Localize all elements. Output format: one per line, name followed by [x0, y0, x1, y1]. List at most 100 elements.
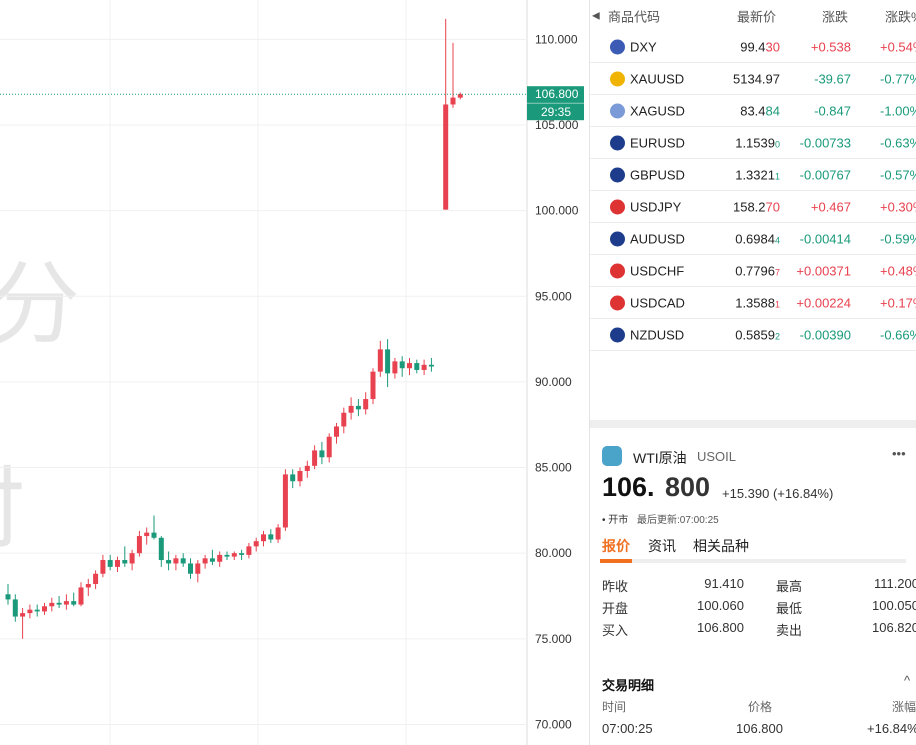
y-tick-label: 90.000 [535, 375, 572, 389]
candle-body [319, 450, 325, 458]
candle-body [71, 601, 77, 605]
price-main: 99.4 [740, 39, 766, 54]
change: +0.00224 [796, 295, 851, 310]
name: WTI原油 [633, 450, 687, 466]
detail: WTI原油 USOIL ••• 106. 800 +15.390 (+16.84… [590, 428, 916, 745]
pct: -0.59% [880, 231, 916, 246]
price: 1.35881 [735, 295, 780, 310]
watchlist-row[interactable]: XAUUSD 5134.97 -39.67 -0.77% [590, 63, 916, 95]
candle-body [348, 405, 354, 413]
header: 商品代码 [608, 9, 661, 24]
candle-body [231, 553, 237, 557]
candle-body [173, 558, 179, 564]
price: 158.270 [733, 199, 780, 214]
more[interactable]: ••• [892, 446, 906, 461]
candle-body [85, 584, 91, 588]
stat-label: 最高 [776, 579, 803, 594]
candle-body [136, 536, 142, 554]
change: -0.00767 [799, 167, 851, 182]
watchlist-row[interactable]: DXY 99.430 +0.538 +0.54% [590, 31, 916, 63]
candle-body [27, 609, 33, 614]
y-tick-label: 105.000 [535, 118, 579, 132]
stat-value: 111.200 [873, 576, 916, 591]
price: 1.33211 [735, 167, 780, 182]
divider [590, 420, 916, 428]
change: -0.00414 [799, 231, 851, 246]
tab[interactable]: 相关品种 [693, 538, 749, 554]
price-main: 0.7796 [735, 263, 775, 278]
trade-time: 07:00:25 [602, 721, 653, 736]
y-tick-label: 85.000 [535, 461, 572, 475]
candle-body [5, 594, 11, 600]
watchlist: DXY 99.430 +0.538 +0.54% XAUUSD 5134.97 -39.67… [590, 31, 916, 351]
watchlist-row[interactable]: EURUSD 1.15390 -0.00733 -0.63% [590, 127, 916, 159]
candle-body [166, 560, 172, 564]
change: -0.00390 [799, 327, 851, 342]
price-tag-label: 106.800 [535, 87, 579, 101]
change: +0.467 [810, 199, 851, 214]
candle-body [239, 553, 245, 555]
stat-value: 106.820 [872, 620, 916, 635]
pct: +0.17% [880, 295, 916, 310]
code: USOIL [697, 449, 737, 464]
collapse-icon[interactable]: ◀ [592, 10, 600, 21]
candle-body [144, 532, 150, 537]
candle-body [261, 534, 266, 542]
candle-body [268, 534, 274, 540]
price-tail: 0 [774, 139, 780, 149]
watchlist-row[interactable]: GBPUSD 1.33211 -0.00767 -0.57% [590, 159, 916, 191]
price: 0.69844 [735, 231, 780, 246]
candle-body [209, 558, 215, 562]
flag [610, 71, 625, 86]
watchlist-row[interactable]: AUDUSD 0.69844 -0.00414 -0.59% [590, 223, 916, 255]
status: • 开市 [602, 515, 629, 526]
price-chart: 分时 70.000 75.000 80.000 85.000 90.000 95.000 10… [0, 0, 584, 745]
candle-body [421, 364, 427, 370]
candle-body [93, 573, 99, 585]
candle-body [304, 465, 310, 471]
watchlist-row[interactable]: USDJPY 158.270 +0.467 +0.30% [590, 191, 916, 223]
price-tail: 2 [774, 331, 780, 341]
watchlist-row[interactable]: XAGUSD 83.484 -0.847 -1.00% [590, 95, 916, 127]
flag [610, 103, 625, 118]
watchlist-row[interactable]: USDCAD 1.35881 +0.00224 +0.17% [590, 287, 916, 319]
candle-body [49, 602, 55, 607]
price-tail: 7 [774, 267, 780, 277]
side-panel: ◀ 商品代码 最新价 涨跌 涨跌% DXY 99.430 +0.538 +0.54% X… [589, 0, 916, 745]
y-tick-label: 95.000 [535, 289, 572, 303]
pct: +0.54% [880, 39, 916, 54]
symbol: XAGUSD [630, 103, 685, 118]
watchlist-row[interactable]: USDCHF 0.77967 +0.00371 +0.48% [590, 255, 916, 287]
price-main: 83.4 [740, 103, 766, 118]
trades-title: 交易明细 [602, 678, 655, 693]
header: 涨跌 [822, 9, 849, 24]
stat-label: 昨收 [602, 579, 629, 594]
header: 最新价 [737, 9, 777, 24]
pct: -1.00% [880, 103, 916, 118]
collapse[interactable]: ^ [904, 673, 911, 688]
watchlist-row[interactable]: NZDUSD 0.58592 -0.00390 -0.66% [590, 319, 916, 351]
stat-value: 100.060 [697, 598, 744, 613]
stat-label: 最低 [776, 601, 803, 616]
price: 1.15390 [735, 135, 780, 150]
candle-body [370, 371, 376, 400]
updated: 最后更新:07:00:25 [637, 515, 719, 526]
y-tick-label: 80.000 [535, 546, 572, 560]
stat-value: 106.800 [697, 620, 744, 635]
candle-body [457, 94, 463, 98]
candle-body [158, 537, 164, 561]
change: -0.00733 [799, 135, 851, 150]
tab-indicator [600, 559, 632, 563]
candle-body [297, 470, 303, 482]
tab-bar [600, 559, 906, 563]
candle-body [443, 104, 449, 210]
symbol: USDCHF [630, 263, 685, 278]
flag [610, 263, 625, 278]
stat-label: 买入 [602, 623, 629, 638]
stat-value: 100.050 [872, 598, 916, 613]
tab[interactable]: 报价 [602, 538, 630, 554]
candle-body [217, 554, 223, 562]
candle-body [341, 412, 347, 427]
tab[interactable]: 资讯 [648, 538, 676, 554]
candle-body [450, 97, 456, 105]
